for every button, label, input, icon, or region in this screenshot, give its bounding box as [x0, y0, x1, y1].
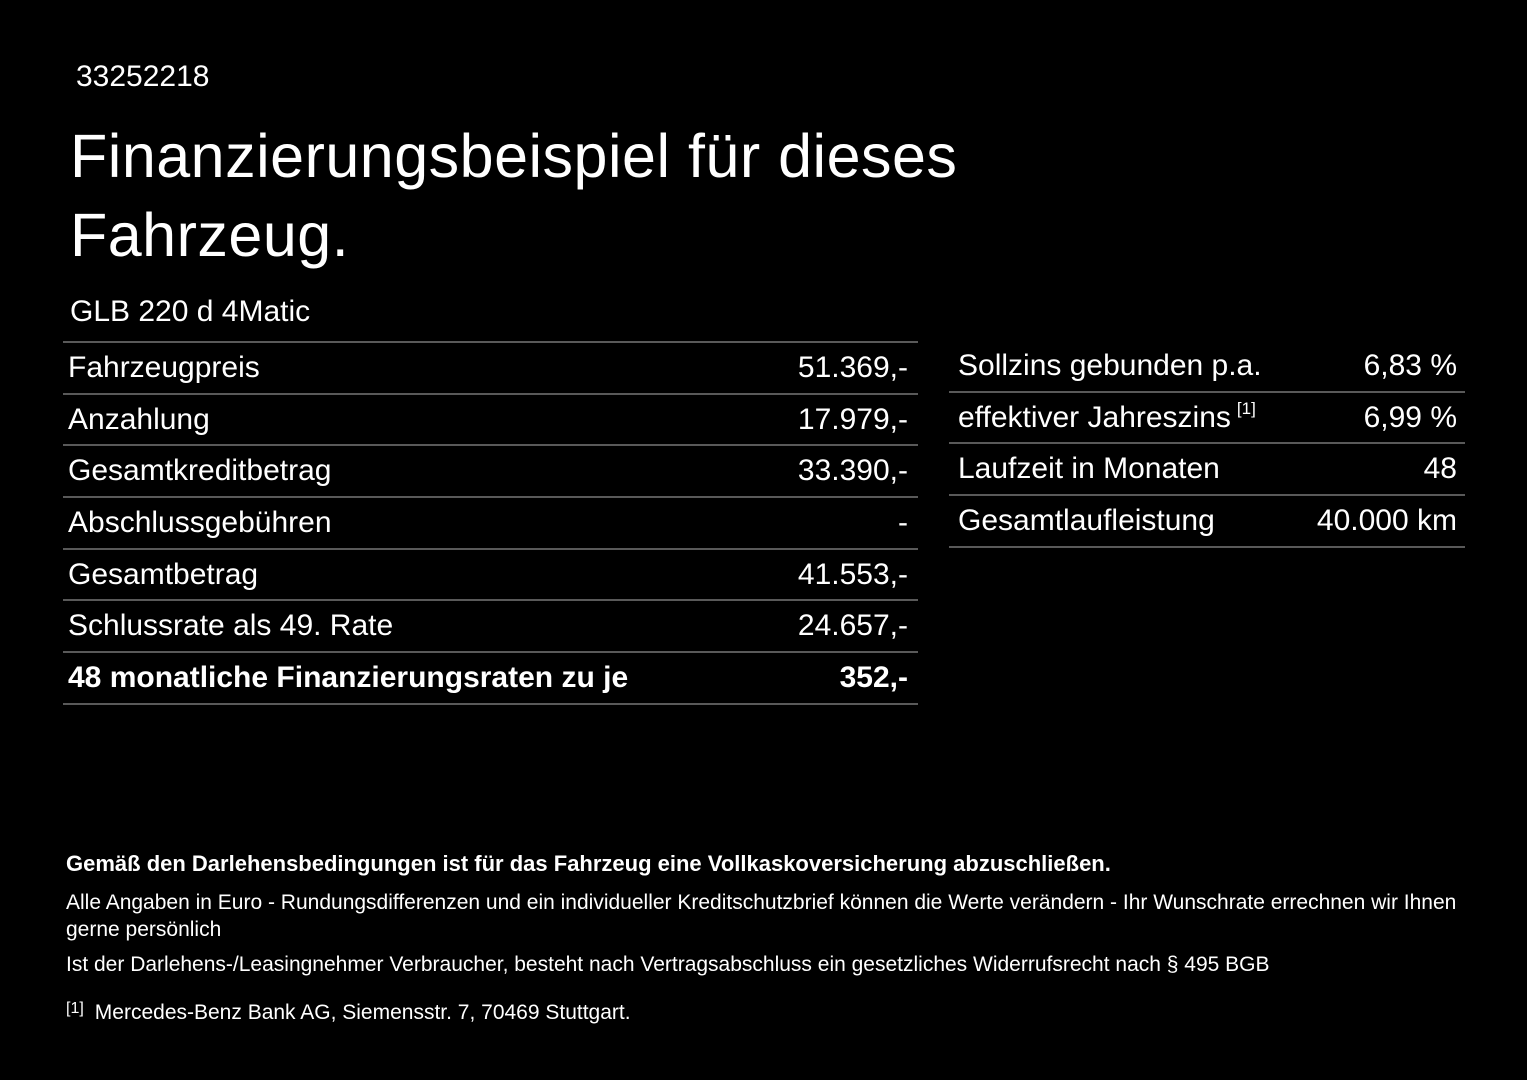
row-value: 41.553,-: [797, 557, 908, 591]
row-value: 352,-: [839, 660, 908, 694]
table-row-effektiver-jahreszins: effektiver Jahreszins [1] 6,99 %: [949, 393, 1465, 445]
legal-footer: Gemäß den Darlehensbedingungen ist für d…: [66, 850, 1466, 1025]
row-label: effektiver Jahreszins [1]: [958, 398, 1256, 435]
footnote-text: Mercedes-Benz Bank AG, Siemensstr. 7, 70…: [94, 1001, 631, 1025]
footnote-marker: [1]: [66, 1000, 84, 1018]
table-row-abschlussgebuehren: Abschlussgebühren -: [63, 498, 918, 550]
financing-conditions-table: Sollzins gebunden p.a. 6,83 % effektiver…: [949, 341, 1465, 548]
row-value: 6,83 %: [1363, 348, 1457, 382]
row-label: Fahrzeugpreis: [68, 350, 260, 384]
row-label-text: effektiver Jahreszins: [958, 400, 1231, 434]
table-row-schlussrate: Schlussrate als 49. Rate 24.657,-: [63, 601, 918, 654]
row-label: Abschlussgebühren: [68, 505, 332, 539]
row-value: 6,99 %: [1363, 400, 1457, 434]
insurance-note: Gemäß den Darlehensbedingungen ist für d…: [66, 851, 1111, 876]
row-label: Gesamtkreditbetrag: [68, 454, 332, 488]
table-row-gesamtkreditbetrag: Gesamtkreditbetrag 33.390,-: [63, 446, 918, 499]
row-value: 51.369,-: [797, 350, 908, 384]
vehicle-model: GLB 220 d 4Matic: [70, 295, 311, 328]
row-label: Gesamtlaufleistung: [958, 503, 1215, 537]
row-label: Anzahlung: [68, 402, 210, 436]
page-title: Finanzierungsbeispiel für dieses Fahrzeug…: [70, 117, 957, 275]
page-title-line1: Finanzierungsbeispiel für dieses: [70, 122, 958, 190]
row-value: 48: [1423, 452, 1457, 486]
row-value: 33.390,-: [797, 454, 908, 488]
row-label: Sollzins gebunden p.a.: [958, 348, 1262, 382]
table-row-fahrzeugpreis: Fahrzeugpreis 51.369,-: [63, 343, 918, 395]
row-label: 48 monatliche Finanzierungsraten zu je: [68, 660, 629, 694]
row-value: 17.979,-: [797, 402, 908, 436]
table-row-gesamtbetrag: Gesamtbetrag 41.553,-: [63, 550, 918, 602]
row-value: -: [898, 505, 908, 539]
disclaimer-line2: Ist der Darlehens-/Leasingnehmer Verbrau…: [66, 953, 1270, 977]
page-title-line2: Fahrzeug.: [70, 201, 350, 269]
row-label: Schlussrate als 49. Rate: [68, 609, 394, 643]
bank-footnote: [1] Mercedes-Benz Bank AG, Siemensstr. 7…: [66, 1000, 1466, 1025]
table-row-monatsrate: 48 monatliche Finanzierungsraten zu je 3…: [63, 653, 918, 705]
disclaimer-line1: Alle Angaben in Euro - Rundungsdifferenz…: [66, 890, 1457, 942]
financing-details-table: Fahrzeugpreis 51.369,- Anzahlung 17.979,…: [63, 341, 918, 705]
row-label: Gesamtbetrag: [68, 557, 259, 591]
table-row-anzahlung: Anzahlung 17.979,-: [63, 395, 918, 447]
row-label: Laufzeit in Monaten: [958, 452, 1220, 486]
row-value: 24.657,-: [797, 609, 908, 643]
table-row-gesamtlaufleistung: Gesamtlaufleistung 40.000 km: [949, 496, 1465, 548]
table-row-laufzeit: Laufzeit in Monaten 48: [949, 444, 1465, 497]
table-row-sollzins: Sollzins gebunden p.a. 6,83 %: [949, 341, 1465, 393]
document-id: 33252218: [76, 60, 210, 93]
row-value: 40.000 km: [1316, 503, 1457, 537]
footnote-reference: [1]: [1236, 398, 1256, 418]
